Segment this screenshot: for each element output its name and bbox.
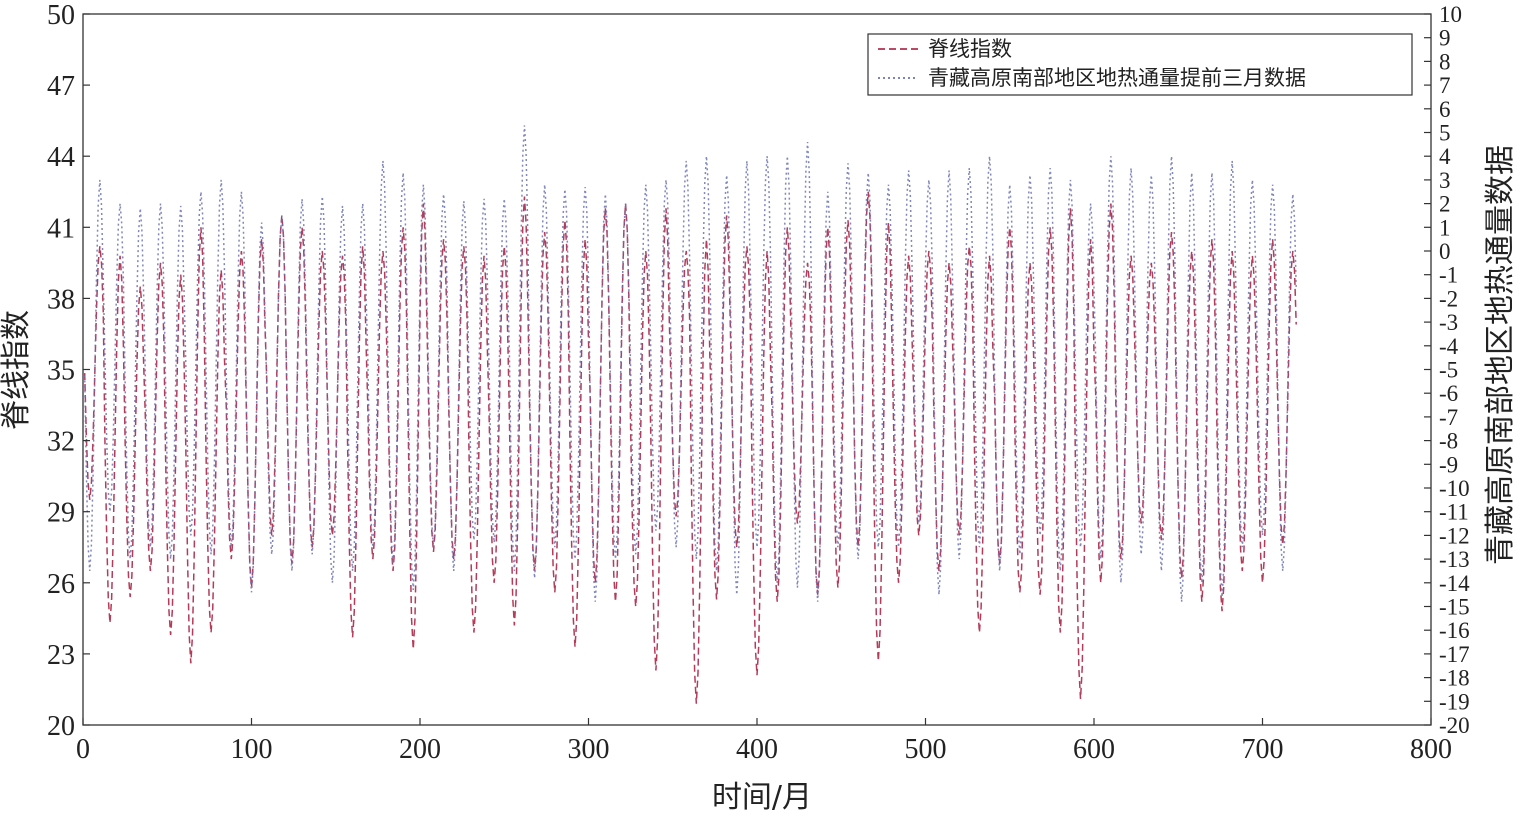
y-right-tick-label: -16 <box>1439 618 1470 643</box>
series-line-1 <box>83 191 1297 704</box>
y-right-tick-label: -7 <box>1439 405 1458 430</box>
y-left-tick-label: 50 <box>47 0 75 31</box>
y-right-tick-label: -10 <box>1439 476 1470 501</box>
y-right-tick-label: -6 <box>1439 381 1458 406</box>
x-axis-title: 时间/月 <box>712 780 812 814</box>
x-tick-label: 700 <box>1242 734 1284 765</box>
x-tick-label: 800 <box>1410 734 1452 765</box>
x-tick-label: 600 <box>1073 734 1115 765</box>
y-left-tick-label: 23 <box>47 640 75 671</box>
x-tick-label: 200 <box>399 734 441 765</box>
y-right-tick-label: 5 <box>1439 121 1451 146</box>
y-right-tick-label: -12 <box>1439 523 1470 548</box>
x-tick-label: 0 <box>76 734 90 765</box>
y-right-tick-label: 6 <box>1439 97 1451 122</box>
y-right-tick-label: -18 <box>1439 666 1470 691</box>
y-right-axis-title: 青藏高原南部地区地热通量数据 <box>1483 145 1518 565</box>
legend-box <box>867 33 1413 96</box>
y-right-tick-label: 4 <box>1439 144 1451 169</box>
y-right-tick-label: 0 <box>1439 239 1451 264</box>
y-left-tick-label: 47 <box>47 71 75 102</box>
y-left-tick-label: 41 <box>47 213 75 244</box>
legend-label-series-1: 脊线指数 <box>928 37 1012 61</box>
y-right-tick-label: -17 <box>1439 642 1470 667</box>
axis-layer: 0 100 200 300 400 500 600 700 800202326293235384… <box>47 0 1470 765</box>
y-left-tick-label: 44 <box>47 142 75 173</box>
y-right-tick-label: -1 <box>1439 263 1458 288</box>
y-right-tick-label: -13 <box>1439 547 1470 572</box>
y-right-tick-label: -19 <box>1439 689 1470 714</box>
y-left-tick-label: 35 <box>47 356 75 387</box>
y-left-tick-label: 20 <box>47 711 75 742</box>
y-right-tick-label: 9 <box>1439 26 1451 51</box>
x-tick-label: 300 <box>568 734 610 765</box>
y-right-tick-label: -11 <box>1439 500 1469 525</box>
y-right-tick-label: -15 <box>1439 595 1470 620</box>
y-right-tick-label: 2 <box>1439 192 1451 217</box>
y-right-tick-label: 10 <box>1439 2 1462 27</box>
y-left-tick-label: 32 <box>47 427 75 458</box>
y-right-tick-label: -3 <box>1439 310 1458 335</box>
y-right-tick-label: -4 <box>1439 334 1459 359</box>
y-right-tick-label: -5 <box>1439 358 1458 383</box>
x-tick-label: 100 <box>231 734 273 765</box>
y-right-tick-label: 8 <box>1439 49 1451 74</box>
y-right-tick-label: -14 <box>1439 571 1470 596</box>
x-tick-label: 400 <box>736 734 778 765</box>
y-right-tick-label: 7 <box>1439 73 1451 98</box>
legend: 脊线指数 青藏高原南部地区地热通量提前三月数据 <box>867 33 1413 96</box>
y-left-tick-label: 38 <box>47 284 75 315</box>
series-layer <box>83 125 1297 704</box>
y-right-tick-label: 3 <box>1439 168 1451 193</box>
y-right-tick-label: 1 <box>1439 215 1451 240</box>
y-right-tick-label: -8 <box>1439 429 1458 454</box>
legend-label-series-2: 青藏高原南部地区地热通量提前三月数据 <box>928 66 1306 90</box>
y-right-tick-label: -2 <box>1439 286 1458 311</box>
y-right-tick-label: -9 <box>1439 452 1458 477</box>
y-left-tick-label: 29 <box>47 498 75 529</box>
y-right-tick-label: -20 <box>1439 713 1470 738</box>
y-left-tick-label: 26 <box>47 569 75 600</box>
x-tick-label: 500 <box>905 734 947 765</box>
y-left-axis-title: 脊线指数 <box>0 310 34 430</box>
